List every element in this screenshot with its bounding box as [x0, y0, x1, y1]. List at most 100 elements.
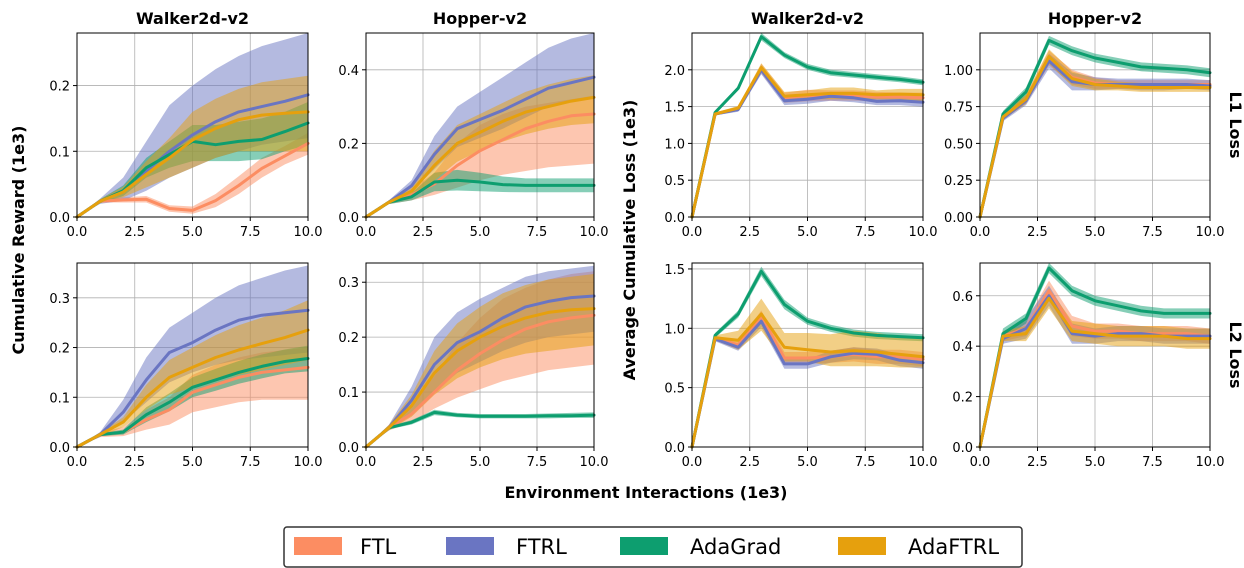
x-tick-label: 7.5 — [527, 455, 548, 470]
x-tick-label: 5.0 — [1085, 455, 1106, 470]
band-ftrl — [692, 65, 923, 218]
x-tick-label: 10.0 — [909, 455, 938, 470]
x-tick-label: 7.5 — [855, 225, 876, 240]
x-tick-label: 0.0 — [682, 225, 703, 240]
x-tick-label: 2.5 — [413, 455, 434, 470]
x-tick-label: 10.0 — [580, 455, 609, 470]
x-tick-label: 0.0 — [356, 225, 377, 240]
legend: FTL FTRL AdaGrad AdaFTRL — [283, 526, 1023, 568]
line-adaftrl — [75, 110, 310, 219]
x-tick-label: 10.0 — [1196, 225, 1225, 240]
line-adagrad — [978, 266, 1212, 449]
left-y-axis-label: Cumulative Reward (1e3) — [9, 126, 28, 355]
y-tick-label: 0.1 — [49, 145, 70, 160]
panel-reward-walker-bottom: 0.0 2.5 5.0 7.5 10.0 0.0 0.1 0.2 0.3 — [49, 262, 323, 470]
x-tick-label: 0.0 — [356, 455, 377, 470]
row-label-l1: L1 Loss — [1226, 91, 1244, 158]
line-adagrad — [364, 178, 596, 219]
y-tick-label: 0.2 — [49, 342, 70, 357]
x-tick-label: 2.5 — [739, 225, 760, 240]
legend-label-adaftrl: AdaFTRL — [908, 535, 999, 559]
panel-reward-hopper-bottom: 0.0 2.5 5.0 7.5 10.0 0.0 0.1 0.2 0.3 — [338, 262, 609, 470]
y-tick-label: 1.0 — [664, 137, 685, 152]
y-tick-label: 0.4 — [338, 64, 359, 79]
x-tick-label: 2.5 — [1027, 225, 1048, 240]
x-tick-label: 10.0 — [909, 225, 938, 240]
y-tick-label: 0.0 — [664, 211, 685, 226]
line-adaftrl — [364, 307, 596, 449]
x-tick-label: 0.0 — [970, 225, 991, 240]
y-tick-label: 0.1 — [49, 391, 70, 406]
x-tick-label: 10.0 — [294, 225, 323, 240]
y-tick-label: 0.5 — [664, 382, 685, 397]
x-tick-label: 2.5 — [739, 455, 760, 470]
x-tick-label: 0.0 — [67, 455, 88, 470]
x-tick-label: 5.0 — [797, 455, 818, 470]
y-tick-label: 0.2 — [338, 331, 359, 346]
band-adagrad — [366, 409, 594, 447]
x-tick-label: 5.0 — [470, 455, 491, 470]
y-tick-label: 0.0 — [664, 441, 685, 456]
x-tick-label: 0.0 — [970, 455, 991, 470]
legend-swatch-adaftrl — [838, 537, 886, 555]
line-adaftrl — [978, 55, 1212, 219]
line-ftl — [75, 141, 310, 219]
y-tick-label: 0.0 — [338, 441, 359, 456]
panels: 0.0 2.5 5.0 7.5 10.0 0.0 0.1 0.2 Walker2d-v2 0.0 2… — [49, 9, 1224, 470]
y-tick-label: 1.00 — [944, 64, 973, 79]
y-tick-label: 0.00 — [944, 211, 973, 226]
panel-loss-hopper-l1: 0.0 2.5 5.0 7.5 10.0 0.00 0.25 0.50 0.75 1.00 Hopp… — [944, 9, 1224, 240]
x-tick-label: 10.0 — [1196, 455, 1225, 470]
y-tick-label: 0.0 — [952, 441, 973, 456]
line-adagrad — [690, 269, 925, 449]
panel-loss-walker-l2: 0.0 2.5 5.0 7.5 10.0 0.0 0.5 1.0 1.5 — [664, 262, 938, 470]
y-tick-label: 0.0 — [49, 441, 70, 456]
line-ftrl — [75, 308, 310, 449]
y-tick-label: 1.5 — [664, 101, 685, 116]
line-adaftrl — [364, 95, 596, 219]
band-adaftrl — [980, 49, 1210, 218]
panel-reward-hopper-top: 0.0 2.5 5.0 7.5 10.0 0.0 0.2 0.4 Hopper-v2 — [338, 9, 608, 240]
y-tick-label: 1.5 — [664, 263, 685, 278]
line-adagrad — [690, 35, 925, 219]
y-tick-label: 0.0 — [49, 211, 70, 226]
panel-title: Walker2d-v2 — [751, 9, 864, 28]
x-tick-label: 10.0 — [294, 455, 323, 470]
y-tick-label: 1.0 — [664, 322, 685, 337]
band-adagrad — [366, 169, 594, 217]
x-tick-label: 5.0 — [182, 455, 203, 470]
line-ftrl — [364, 75, 596, 219]
y-tick-label: 0.0 — [338, 211, 359, 226]
x-tick-label: 5.0 — [1085, 225, 1106, 240]
x-tick-label: 5.0 — [797, 225, 818, 240]
x-tick-label: 2.5 — [1027, 455, 1048, 470]
y-tick-label: 0.5 — [664, 174, 685, 189]
line-adaftrl — [690, 66, 925, 219]
x-tick-label: 5.0 — [470, 225, 491, 240]
y-tick-label: 0.2 — [338, 137, 359, 152]
x-tick-label: 0.0 — [682, 455, 703, 470]
legend-swatch-adagrad — [620, 537, 668, 555]
panel-title: Hopper-v2 — [1048, 9, 1142, 28]
y-tick-label: 0.2 — [952, 391, 973, 406]
y-tick-label: 0.6 — [952, 290, 973, 305]
y-tick-label: 0.4 — [952, 340, 973, 355]
band-ftl — [77, 132, 308, 217]
y-tick-label: 0.2 — [49, 80, 70, 95]
y-tick-label: 0.50 — [944, 137, 973, 152]
legend-label-ftrl: FTRL — [516, 535, 567, 559]
y-tick-label: 0.25 — [944, 174, 973, 189]
right-y-axis-label: Average Cumulative Loss (1e3) — [620, 100, 639, 381]
line-adaftrl — [978, 296, 1212, 449]
x-tick-label: 2.5 — [124, 455, 145, 470]
line-adagrad — [364, 410, 596, 449]
y-tick-label: 0.75 — [944, 101, 973, 116]
line-ftrl — [690, 319, 925, 449]
x-tick-label: 2.5 — [413, 225, 434, 240]
x-tick-label: 7.5 — [1142, 225, 1163, 240]
x-tick-label: 0.0 — [67, 225, 88, 240]
x-tick-label: 7.5 — [240, 455, 261, 470]
x-tick-label: 7.5 — [527, 225, 548, 240]
panel-loss-hopper-l2: 0.0 2.5 5.0 7.5 10.0 0.0 0.2 0.4 0.6 — [952, 262, 1225, 470]
